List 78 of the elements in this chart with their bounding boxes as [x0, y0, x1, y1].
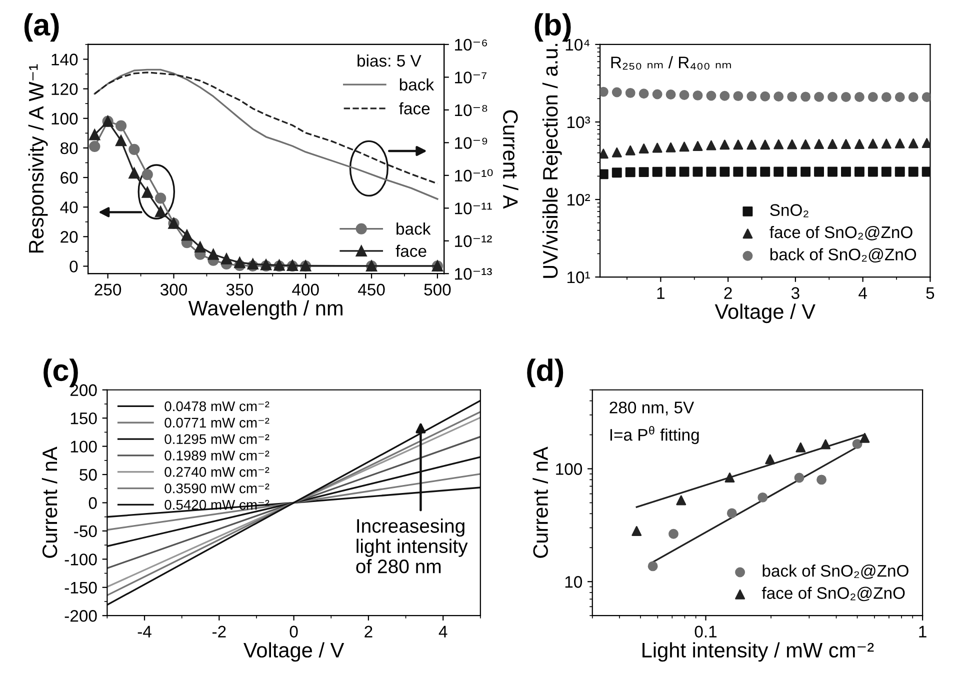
y-tick-label: 100 — [70, 440, 97, 453]
y2-tick-label: 10⁻⁷ — [455, 72, 486, 84]
x-tick-label: 500 — [424, 284, 451, 296]
y-tick-label: -200 — [64, 610, 97, 622]
y-tick-label: 150 — [70, 412, 97, 424]
y2-tick-label: 10⁻¹⁰ — [455, 169, 493, 182]
y2-axis-title: Current / A — [503, 110, 518, 209]
legend-label: back of SnO₂@ZnO — [770, 248, 916, 263]
legend-label: 0.1295 mW cm⁻² — [164, 434, 270, 444]
x-tick-label: 2 — [724, 287, 732, 299]
legend-label: face — [399, 102, 430, 114]
x-tick-label: -4 — [138, 626, 152, 638]
x-tick-label: 450 — [358, 284, 385, 296]
annotation: Increasesing light intensity of 280 nm — [356, 518, 468, 574]
x-tick-label: 250 — [94, 284, 122, 296]
legend-label: face of SnO₂@ZnO — [770, 226, 912, 240]
annotation: 280 nm, 5V — [610, 402, 694, 416]
y-axis-title: Responsivity / A W⁻¹ — [28, 64, 48, 253]
y-tick-label: 80 — [60, 142, 78, 154]
legend-label: face — [396, 244, 426, 257]
y-tick-label: 20 — [60, 231, 78, 243]
y2-tick-label: 10⁻¹³ — [455, 268, 492, 280]
x-tick-label: 350 — [226, 284, 253, 296]
y2-tick-label: 10⁻¹² — [455, 235, 492, 248]
legend-label: back — [396, 222, 431, 235]
legend-label: 0.0771 mW cm⁻² — [164, 418, 270, 428]
x-tick-label: 1 — [657, 287, 665, 299]
y-tick-label: 10¹ — [568, 271, 590, 284]
x-tick-label: 1 — [919, 626, 926, 638]
y-tick-label: 140 — [52, 54, 78, 66]
annotation: I=a P$^{θ}$ fitting — [610, 426, 699, 444]
legend-title: bias: 5 V — [358, 54, 422, 67]
x-tick-label: -2 — [212, 626, 226, 638]
legend-label: 0.2740 mW cm⁻² — [164, 467, 270, 477]
x-tick-label: 0 — [290, 626, 298, 638]
y-axis-title: Current / nA — [42, 446, 58, 558]
legend-label: 0.3590 mW cm⁻² — [164, 483, 270, 494]
y-axis-title: UV/visible Rejection / a.u. — [542, 44, 562, 278]
y-tick-label: -50 — [74, 525, 97, 538]
x-tick-label: 4 — [438, 626, 448, 638]
y-tick-label: 100 — [556, 463, 582, 475]
y-tick-label: -100 — [64, 554, 97, 566]
y2-tick-label: 10⁻¹¹ — [455, 202, 492, 214]
x-tick-label: 3 — [791, 287, 800, 299]
x-axis-title: Wavelength / nm — [188, 300, 342, 320]
y2-tick-label: 10⁻⁶ — [455, 38, 487, 51]
x-tick-label: 0.1 — [694, 626, 717, 638]
annotation: R₂₅₀ ₙₘ / R₄₀₀ ₙₘ — [611, 56, 731, 70]
x-tick-label: 5 — [926, 287, 934, 299]
legend-label: face of SnO₂@ZnO — [762, 586, 905, 602]
y-tick-label: 60 — [60, 172, 78, 184]
y-tick-label: 40 — [60, 201, 78, 214]
x-tick-label: 2 — [364, 626, 372, 638]
y2-tick-label: 10⁻⁹ — [455, 137, 488, 149]
y-tick-label: 0 — [88, 497, 97, 509]
y-tick-label: 10 — [565, 576, 582, 588]
y-tick-label: 50 — [80, 468, 97, 481]
x-tick-label: 4 — [858, 287, 867, 299]
y-tick-label: 10³ — [568, 116, 590, 128]
y-tick-label: 10² — [568, 194, 590, 206]
x-axis-title: Light intensity / mW cm⁻² — [642, 642, 874, 662]
x-axis-title: Voltage / V — [244, 642, 344, 662]
y-tick-label: 0 — [70, 260, 78, 272]
chart-title: (d) — [527, 358, 564, 388]
x-axis-title: Voltage / V — [714, 304, 816, 324]
y2-tick-label: 10⁻⁸ — [455, 104, 488, 116]
legend-label: back — [400, 78, 434, 91]
y-tick-label: 100 — [52, 112, 78, 125]
x-tick-label: 300 — [160, 284, 187, 296]
legend-label: 0.0478 mW cm⁻² — [164, 401, 270, 412]
y-tick-label: 120 — [52, 83, 78, 96]
legend-label: SnO₂ — [770, 204, 808, 218]
chart-title: (a) — [24, 13, 59, 42]
x-tick-label: 400 — [292, 284, 319, 296]
y-axis-title: Current / nA — [532, 446, 548, 558]
y-tick-label: -150 — [64, 582, 97, 594]
legend-label: 0.1989 mW cm⁻² — [164, 450, 270, 460]
legend-label: back of SnO₂@ZnO — [762, 564, 908, 579]
